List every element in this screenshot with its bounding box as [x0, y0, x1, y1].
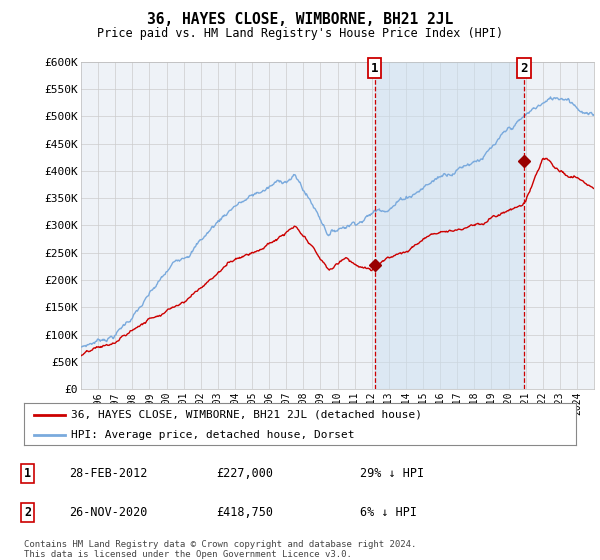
Text: 6% ↓ HPI: 6% ↓ HPI — [360, 506, 417, 519]
Bar — [374, 62, 524, 389]
Text: 36, HAYES CLOSE, WIMBORNE, BH21 2JL: 36, HAYES CLOSE, WIMBORNE, BH21 2JL — [147, 12, 453, 27]
Text: 29% ↓ HPI: 29% ↓ HPI — [360, 466, 424, 480]
Text: £418,750: £418,750 — [216, 506, 273, 519]
Text: 26-NOV-2020: 26-NOV-2020 — [69, 506, 148, 519]
Text: 36, HAYES CLOSE, WIMBORNE, BH21 2JL (detached house): 36, HAYES CLOSE, WIMBORNE, BH21 2JL (det… — [71, 409, 422, 419]
Text: 2: 2 — [520, 62, 528, 74]
Text: 1: 1 — [24, 466, 31, 480]
Text: Price paid vs. HM Land Registry's House Price Index (HPI): Price paid vs. HM Land Registry's House … — [97, 27, 503, 40]
Text: £227,000: £227,000 — [216, 466, 273, 480]
Text: 1: 1 — [371, 62, 379, 74]
Text: This data is licensed under the Open Government Licence v3.0.: This data is licensed under the Open Gov… — [24, 550, 352, 559]
Text: 2: 2 — [24, 506, 31, 519]
Text: Contains HM Land Registry data © Crown copyright and database right 2024.: Contains HM Land Registry data © Crown c… — [24, 540, 416, 549]
Text: HPI: Average price, detached house, Dorset: HPI: Average price, detached house, Dors… — [71, 430, 355, 440]
Text: 28-FEB-2012: 28-FEB-2012 — [69, 466, 148, 480]
